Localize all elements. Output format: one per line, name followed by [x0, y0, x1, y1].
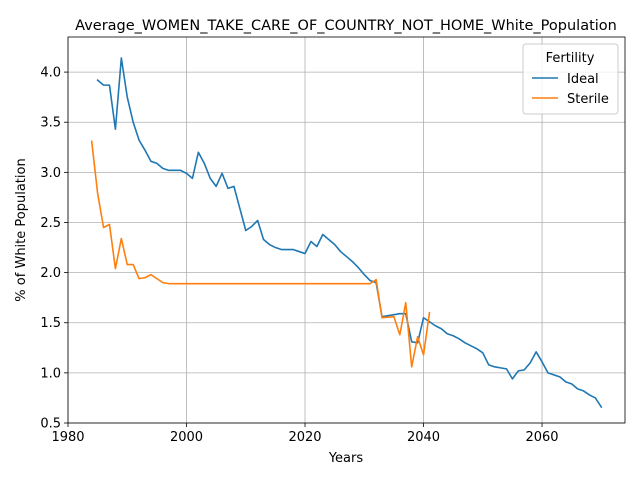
x-tick-label: 2060	[525, 430, 558, 445]
y-tick-label: 3.0	[40, 166, 61, 181]
legend-title: Fertility	[546, 51, 595, 66]
y-tick-label: 1.5	[40, 316, 61, 331]
grid-lines	[67, 37, 625, 424]
y-tick-label: 2.5	[40, 216, 61, 231]
plot-area-frame	[67, 36, 626, 424]
x-tick-label: 2040	[407, 430, 440, 445]
legend-label-ideal: Ideal	[567, 72, 599, 87]
axis-ticks: 1980 2000 2020 2040 2060 0.5 1.0 1.5 2.0 2.5 3.0 3.…	[40, 66, 558, 445]
legend-box	[522, 43, 619, 115]
y-tick-label: 3.5	[40, 116, 61, 131]
y-tick-label: 0.5	[40, 417, 61, 432]
chart-title: Average_WOMEN_TAKE_CARE_OF_COUNTRY_NOT_H…	[75, 18, 617, 34]
legend-label-sterile: Sterile	[567, 92, 609, 107]
x-axis-label: Years	[328, 451, 364, 466]
y-tick-label: 1.0	[40, 366, 61, 381]
series-line-ideal	[96, 57, 603, 409]
x-tick-label: 2020	[288, 430, 321, 445]
series-lines	[90, 57, 603, 409]
legend: Fertility Ideal Sterile	[522, 43, 619, 115]
y-tick-label: 2.0	[40, 266, 61, 281]
x-tick-label: 2000	[170, 430, 203, 445]
series-line-sterile	[90, 140, 431, 368]
y-axis-label: % of White Population	[14, 158, 29, 301]
y-tick-label: 4.0	[40, 66, 61, 81]
x-tick-label: 1980	[51, 430, 84, 445]
